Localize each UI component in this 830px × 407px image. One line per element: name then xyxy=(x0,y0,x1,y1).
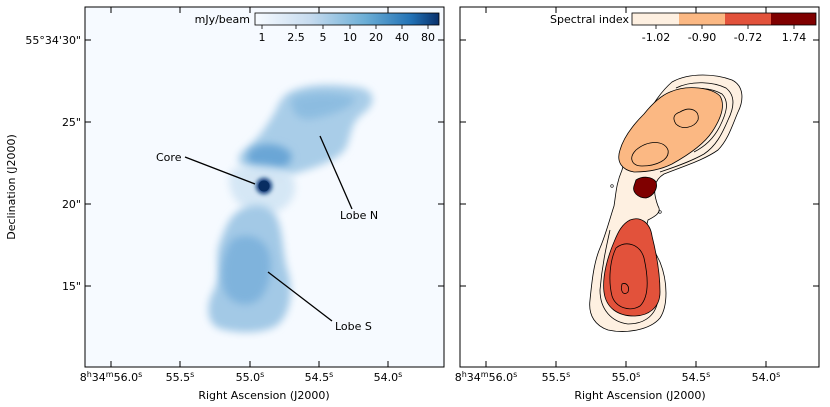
right-colorbar-frame xyxy=(631,12,817,26)
left-axis-ticks xyxy=(85,7,444,367)
right-axes-frame xyxy=(459,6,820,368)
r-x-tick-54.0: 54.0s xyxy=(752,370,781,384)
right-panel: Spectral index -1.02 -0.90 -0.72 1.74 xyxy=(455,6,820,402)
x-tick-55.0: 55.0s xyxy=(236,370,265,384)
lobe-n-label: Lobe N xyxy=(340,209,378,222)
right-x-tick-labels: 8h34m56.0s 55.5s 55.0s 54.5s 54.0s xyxy=(455,370,781,384)
lobe-n-ridge xyxy=(291,92,356,120)
right-colorbar-label: Spectral index xyxy=(550,13,629,26)
left-panel: Core Lobe N Lobe S mJy/beam 1 2.5 5 10 2… xyxy=(5,6,445,402)
right-x-axis-label: Right Ascension (J2000) xyxy=(574,389,705,402)
left-cbar-tick-10: 10 xyxy=(343,31,357,44)
south-inner-contour xyxy=(609,243,648,310)
core-flat-region xyxy=(633,176,657,199)
lobe-n-core-bright xyxy=(247,144,292,170)
right-cbar-tick-2: -0.90 xyxy=(688,31,716,44)
lobe-s-pointer-line xyxy=(267,271,333,322)
x-tick-54.0: 54.0s xyxy=(374,370,403,384)
left-colorbar xyxy=(254,12,440,26)
right-cbar-tick-3: -0.72 xyxy=(734,31,762,44)
left-colorbar-ticks xyxy=(261,25,429,29)
core-label: Core xyxy=(156,151,182,164)
right-cbar-tick-1: -1.02 xyxy=(642,31,670,44)
right-colorbar-segment-1 xyxy=(632,13,679,25)
right-colorbar-segment-4 xyxy=(771,13,816,25)
x-tick-first: 8h34m56.0s xyxy=(80,370,143,384)
north-inner-contour-1 xyxy=(673,108,699,128)
x-tick-55.5: 55.5s xyxy=(166,370,195,384)
lobe-s-label: Lobe S xyxy=(335,320,372,333)
north-inner-contour-2 xyxy=(631,142,669,167)
left-x-axis-label: Right Ascension (J2000) xyxy=(198,389,329,402)
speck xyxy=(610,184,614,188)
left-colorbar-tick-labels: 1 2.5 5 10 20 40 80 xyxy=(259,31,436,44)
r-x-tick-55.0: 55.0s xyxy=(612,370,641,384)
left-cbar-tick-1: 1 xyxy=(259,31,266,44)
left-cbar-tick-80: 80 xyxy=(421,31,435,44)
y-tick-first: 55°34'30" xyxy=(25,34,81,47)
right-colorbar-segment-2 xyxy=(679,13,725,25)
left-x-tick-labels: 8h34m56.0s 55.5s 55.0s 54.5s 54.0s xyxy=(80,370,403,384)
right-colorbar-segment-3 xyxy=(725,13,771,25)
right-colorbar-tick-labels: -1.02 -0.90 -0.72 1.74 xyxy=(642,31,806,44)
right-colorbar xyxy=(631,12,817,26)
y-axis-label: Declination (J2000) xyxy=(5,134,18,240)
left-y-tick-labels: 55°34'30" 25" 20" 15" xyxy=(25,34,81,293)
y-tick-20: 20" xyxy=(62,198,81,211)
core-center xyxy=(258,180,270,192)
left-axes-frame xyxy=(84,6,445,368)
lobe-s-bright xyxy=(221,235,271,305)
right-axis-ticks xyxy=(460,7,819,367)
left-cbar-tick-40: 40 xyxy=(395,31,409,44)
left-cbar-tick-20: 20 xyxy=(369,31,383,44)
south-region xyxy=(603,218,661,317)
right-cbar-tick-4: 1.74 xyxy=(782,31,807,44)
r-x-tick-first: 8h34m56.0s xyxy=(455,370,518,384)
r-x-tick-55.5: 55.5s xyxy=(542,370,571,384)
x-tick-54.5: 54.5s xyxy=(305,370,334,384)
south-small-contour xyxy=(621,283,629,294)
y-tick-25: 25" xyxy=(62,116,81,129)
right-colorbar-ticks xyxy=(655,25,795,29)
core-pointer-line xyxy=(184,156,256,185)
spectral-index-map xyxy=(589,74,743,332)
north-steep-region xyxy=(618,87,723,173)
r-x-tick-54.5: 54.5s xyxy=(682,370,711,384)
left-cbar-tick-5: 5 xyxy=(320,31,327,44)
radio-emission xyxy=(208,84,373,333)
speck xyxy=(658,210,662,214)
lobe-n-pointer-line xyxy=(319,135,353,210)
left-colorbar-label: mJy/beam xyxy=(195,13,250,26)
left-cbar-tick-2.5: 2.5 xyxy=(287,31,305,44)
y-tick-15: 15" xyxy=(62,280,81,293)
